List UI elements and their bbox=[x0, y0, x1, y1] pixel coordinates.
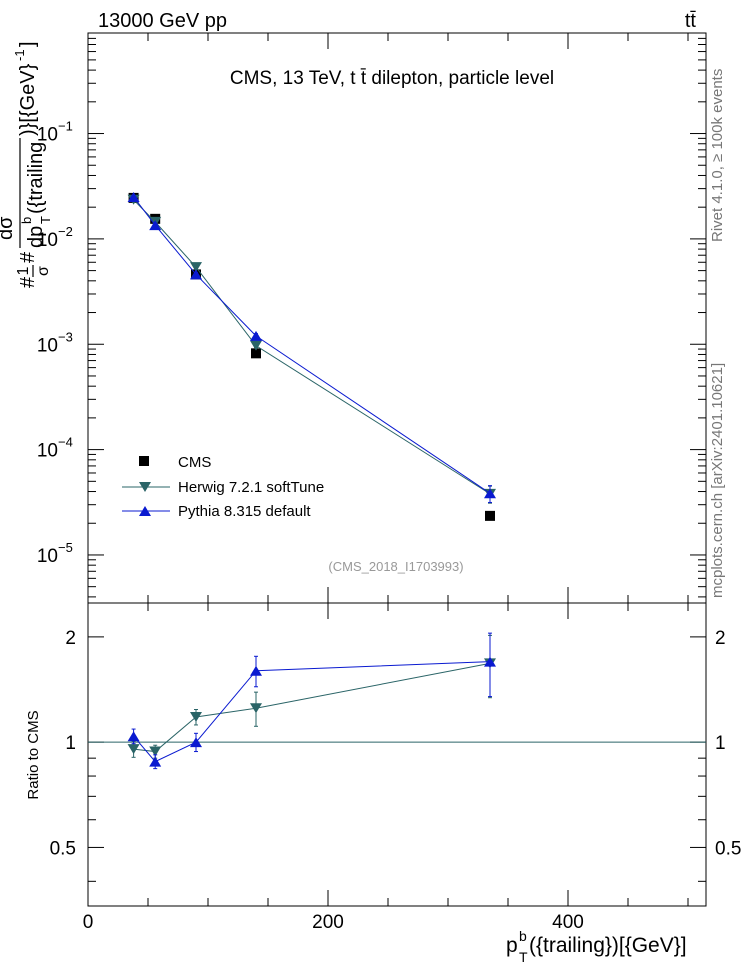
main-y-tick-label-base: 10 bbox=[37, 441, 58, 462]
main-herwig-point bbox=[250, 340, 262, 351]
ylabel-frac2-den-sub: T bbox=[38, 216, 53, 224]
mcplots-label: mcplots.cern.ch [arXiv:2401.10621] bbox=[709, 363, 726, 598]
x-tick-label: 200 bbox=[312, 912, 344, 933]
ratio-series-layer bbox=[127, 632, 496, 770]
main-y-tick-label-base: 10 bbox=[37, 335, 58, 356]
ratio-ylabel: Ratio to CMS bbox=[25, 710, 42, 799]
main-herwig-line bbox=[133, 199, 491, 495]
main-ylabel: # 1 σ # dσ dp T b ({trailing )}[{GeV} -1… bbox=[0, 41, 53, 288]
legend-pythia-marker bbox=[139, 506, 151, 516]
xlabel-sub: T bbox=[519, 949, 528, 965]
ratio-pythia-point bbox=[190, 737, 202, 748]
main-y-tick-label-exp: −4 bbox=[58, 435, 73, 450]
main-pythia-line bbox=[133, 196, 491, 494]
main-y-tick-label-base: 10 bbox=[37, 546, 58, 567]
main-pythia-point bbox=[149, 220, 162, 231]
ratio-y-tick-label: 1 bbox=[65, 733, 76, 754]
ratio-y-tick-label-right: 2 bbox=[715, 628, 726, 649]
main-pythia-point bbox=[190, 269, 202, 280]
legend-cms-label: CMS bbox=[178, 454, 211, 471]
ylabel-frac2-num: dσ bbox=[0, 216, 17, 240]
ylabel-frac2-den-base: dp bbox=[25, 226, 47, 248]
ylabel-frac1-num: 1 bbox=[15, 266, 32, 275]
ratio-y-tick-label-right: 1 bbox=[715, 733, 726, 754]
ylabel-frac2-den-tail: ({trailing bbox=[25, 142, 47, 214]
legend-herwig-label: Herwig 7.2.1 softTune bbox=[178, 479, 324, 496]
main-axis-ticks: 10−110−210−310−410−5 bbox=[37, 32, 706, 603]
ylabel-frac2-den-sup: b bbox=[19, 217, 34, 224]
main-cms-point bbox=[251, 348, 261, 359]
rivet-label: Rivet 4.1.0, ≥ 100k events bbox=[709, 69, 726, 242]
ratio-herwig-point bbox=[127, 744, 140, 755]
xlabel-sup: b bbox=[519, 928, 527, 944]
xlabel-base: p bbox=[506, 934, 518, 957]
main-herwig-point bbox=[190, 262, 202, 273]
ylabel-tail-end: ] bbox=[17, 41, 39, 47]
main-y-tick-label-exp: −1 bbox=[58, 119, 73, 134]
x-tick-label: 400 bbox=[552, 912, 584, 933]
ratio-pythia-point bbox=[250, 665, 262, 676]
watermark: (CMS_2018_I1703993) bbox=[328, 559, 463, 574]
ratio-axis-ticks: 0.5 0.5 1 1 2 2 0 200 400 bbox=[50, 603, 741, 933]
ratio-frame bbox=[87, 602, 707, 907]
ratio-y-tick-label-right: 0.5 bbox=[715, 838, 741, 859]
ylabel-frac1-den: σ bbox=[35, 266, 52, 276]
main-pythia-point bbox=[250, 330, 262, 341]
legend-herwig-marker bbox=[139, 482, 151, 492]
ylabel-hash-2: # bbox=[17, 251, 39, 263]
main-y-tick-label-base: 10 bbox=[37, 230, 58, 251]
xlabel-tail: ({trailing})[{GeV}] bbox=[529, 934, 687, 957]
legend-pythia-label: Pythia 8.315 default bbox=[178, 503, 311, 520]
legend-cms-marker bbox=[139, 456, 149, 466]
ratio-herwig-point bbox=[149, 746, 162, 757]
ylabel-hash-1: # bbox=[17, 276, 39, 288]
ratio-pythia-line bbox=[133, 661, 491, 763]
header-right: tt̄ bbox=[685, 10, 697, 32]
ratio-pythia-point bbox=[127, 731, 140, 742]
ratio-pythia-point bbox=[484, 656, 496, 667]
ratio-pythia-point bbox=[149, 756, 162, 767]
main-pythia-point bbox=[127, 191, 140, 202]
x-axis-label: p T b ({trailing})[{GeV}] bbox=[506, 928, 687, 965]
x-tick-label: 0 bbox=[83, 912, 94, 933]
ylabel-tail: )}[{GeV} bbox=[17, 63, 39, 136]
main-y-tick-label-exp: −2 bbox=[58, 224, 73, 239]
main-y-tick-label-exp: −5 bbox=[58, 540, 73, 555]
main-title: CMS, 13 TeV, t t̄ dilepton, particle lev… bbox=[230, 68, 554, 89]
ratio-y-tick-label: 2 bbox=[65, 628, 76, 649]
ylabel-tail-sup: -1 bbox=[12, 49, 27, 61]
header-left: 13000 GeV pp bbox=[98, 10, 227, 32]
legend: CMS Herwig 7.2.1 softTune Pythia 8.315 d… bbox=[122, 454, 324, 520]
main-y-tick-label-base: 10 bbox=[37, 125, 58, 146]
ratio-herwig-point bbox=[250, 703, 262, 714]
main-y-tick-label-exp: −3 bbox=[58, 329, 73, 344]
ratio-y-tick-label: 0.5 bbox=[50, 838, 76, 859]
ratio-herwig-point bbox=[190, 712, 202, 723]
ratio-herwig-line bbox=[133, 662, 491, 753]
main-series-layer bbox=[127, 191, 496, 521]
main-pythia-point bbox=[484, 488, 496, 499]
main-cms-point bbox=[485, 510, 495, 521]
